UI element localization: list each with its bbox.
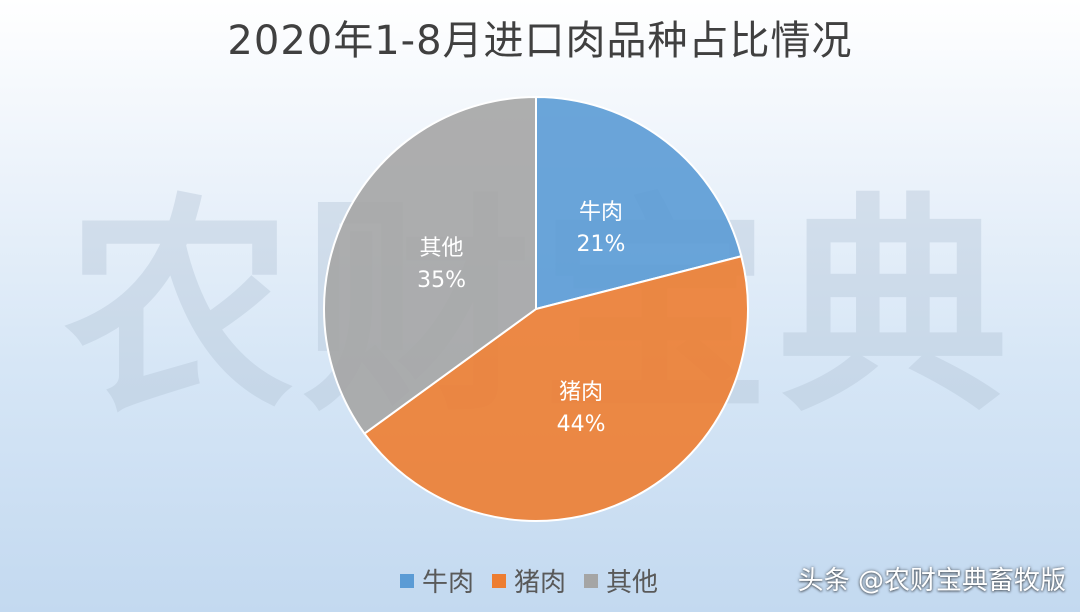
pie-slice-other — [323, 95, 537, 436]
legend-label-pork: 猪肉 — [514, 568, 567, 598]
source-caption: 头条 @农财宝典畜牧版 — [797, 566, 1066, 596]
legend-swatch-beef — [400, 573, 414, 588]
slice-value-other: 35% — [417, 268, 466, 293]
legend-label-other: 其他 — [606, 568, 659, 598]
legend-item-other: 其他 — [584, 562, 658, 599]
legend-swatch-other — [584, 573, 599, 588]
legend-item-pork: 猪肉 — [492, 562, 566, 599]
legend-swatch-pork — [492, 573, 507, 588]
legend-label-beef: 牛肉 — [422, 568, 475, 598]
pie-slice-beef — [535, 95, 743, 311]
slice-label-pork: 猪肉 — [559, 380, 603, 405]
pie-slice-pork — [363, 255, 749, 522]
slice-label-other: 其他 — [420, 236, 464, 261]
slice-value-pork: 44% — [557, 412, 606, 437]
legend-item-beef: 牛肉 — [400, 562, 474, 599]
slice-value-beef: 21% — [577, 232, 626, 257]
slice-label-beef: 牛肉 — [579, 200, 623, 225]
chart-title: 2020年1-8月进口肉品种占比情况 — [227, 18, 853, 64]
legend: 牛肉 猪肉 其他 — [400, 562, 676, 599]
pie-slices — [323, 95, 749, 522]
pie-labels: 牛肉 21% 猪肉 44% 其他 35% — [417, 200, 625, 437]
